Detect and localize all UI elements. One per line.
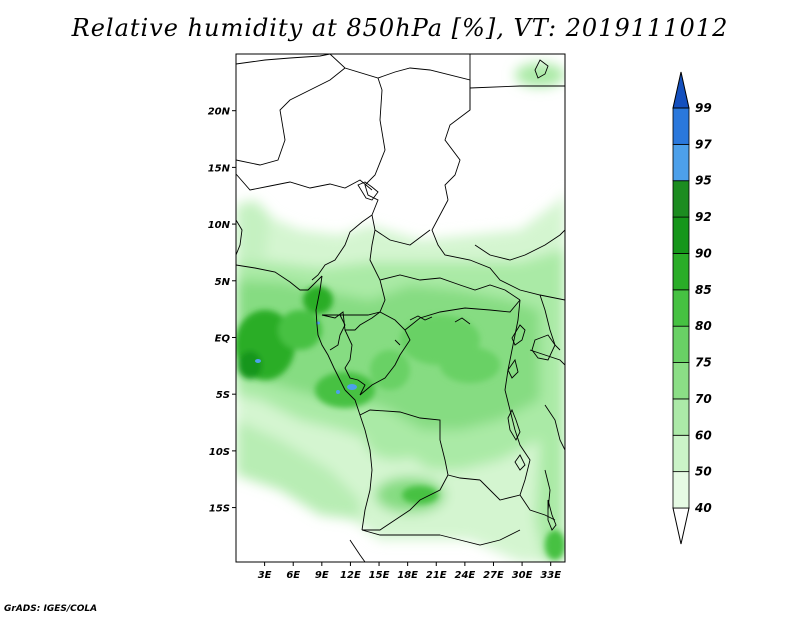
colorbar-label: 99 (695, 101, 712, 115)
lat-tick-label: 5N (215, 277, 231, 288)
lon-tick-label: 30E (512, 570, 533, 581)
lon-tick-label: 21E (426, 570, 447, 581)
colorbar-label: 75 (695, 356, 712, 370)
lat-tick-label: 20N (208, 107, 231, 118)
colorbar-box (672, 289, 690, 327)
colorbar-label: 50 (695, 465, 712, 479)
colorbar-box (672, 253, 690, 291)
colorbar-label: 90 (695, 246, 712, 260)
lon-tick-label: 27E (483, 570, 504, 581)
colorbar-label: 97 (695, 137, 712, 151)
lat-tick-label: 10N (208, 220, 231, 231)
lat-tick-label: 15S (209, 504, 230, 515)
colorbar-label: 40 (694, 501, 712, 515)
colorbar-max-arrow (672, 71, 690, 109)
lon-tick-label: 12E (340, 570, 361, 581)
lon-tick-label: 33E (540, 570, 561, 581)
colorbar-label: 92 (695, 210, 712, 224)
lon-tick-label: 24E (454, 570, 475, 581)
colorbar-label: 80 (695, 319, 712, 333)
colorbar-box (672, 434, 690, 473)
colorbar-label: 70 (695, 392, 712, 406)
map-title: Relative humidity at 850hPa [%], VT: 201… (71, 14, 729, 42)
colorbar-box (672, 471, 690, 509)
colorbar: 40 50 60 70 75 80 85 90 92 95 97 99 (672, 71, 712, 545)
colorbar-box (672, 216, 690, 254)
map-frame (235, 53, 566, 563)
colorbar-min-arrow (672, 507, 690, 545)
colorbar-label: 95 (695, 174, 712, 188)
colorbar-box (672, 180, 690, 218)
colorbar-label: 85 (695, 283, 712, 297)
lon-tick-label: 9E (315, 570, 329, 581)
humidity-field (236, 54, 565, 562)
colorbar-box (672, 107, 690, 145)
lon-tick-label: 18E (397, 570, 418, 581)
footer-credit: GrADS: IGES/COLA (4, 604, 98, 614)
longitude-axis: 3E 6E 9E 12E 15E 18E 21E 24E 27E 30E 33E (258, 562, 561, 581)
lon-tick-label: 6E (286, 570, 300, 581)
colorbar-box (672, 143, 690, 182)
lon-tick-label: 15E (369, 570, 390, 581)
lat-tick-label: 10S (209, 447, 230, 458)
lat-tick-label: EQ (215, 333, 231, 344)
colorbar-label: 60 (695, 428, 712, 442)
colorbar-box (672, 398, 690, 436)
lat-tick-label: 15N (208, 163, 231, 174)
lat-tick-label: 5S (216, 390, 230, 401)
country-borders (236, 54, 565, 562)
colorbar-box (672, 362, 690, 400)
colorbar-box (672, 325, 690, 363)
lon-tick-label: 3E (258, 570, 272, 581)
latitude-axis: 20N 15N 10N 5N EQ 5S 10S 15S (208, 107, 236, 515)
